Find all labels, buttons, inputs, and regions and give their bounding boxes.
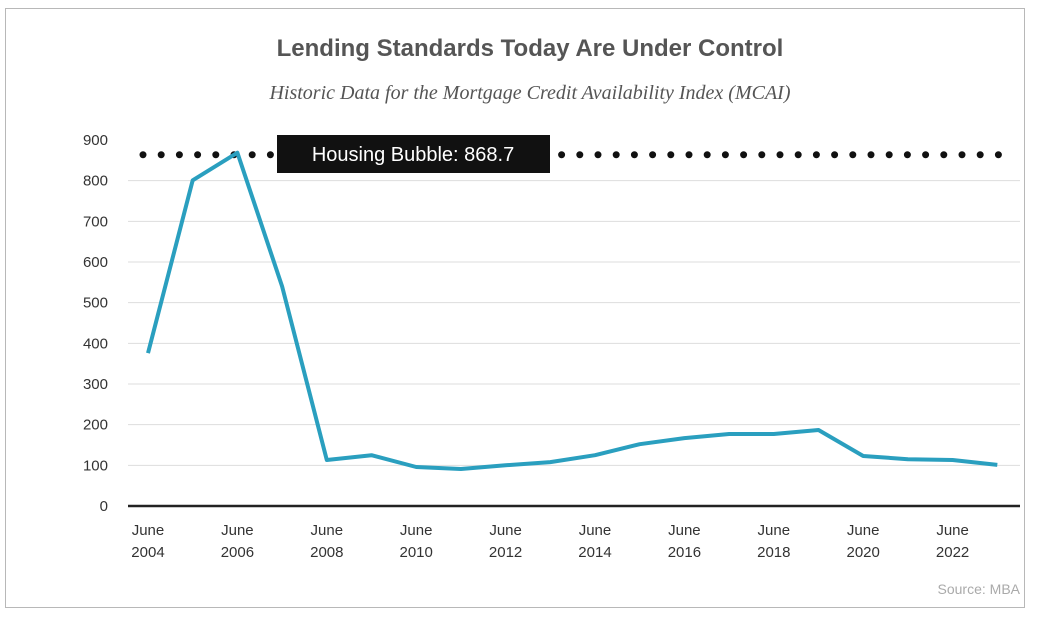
y-tick-label: 0: [100, 498, 108, 515]
annotation-box: [277, 135, 550, 173]
x-tick-label: 2010: [400, 544, 433, 561]
x-tick-label: 2012: [489, 544, 522, 561]
x-tick-label: June: [936, 522, 969, 539]
x-tick-label: 2006: [221, 544, 254, 561]
x-tick-label: June: [758, 522, 791, 539]
source-note: Source: MBA: [938, 581, 1021, 597]
annotation-label: Housing Bubble: 868.7: [312, 144, 514, 166]
x-tick-label: 2004: [131, 544, 164, 561]
x-tick-label: 2008: [310, 544, 343, 561]
x-tick-label: June: [400, 522, 433, 539]
y-tick-label: 900: [83, 132, 108, 149]
y-tick-label: 400: [83, 335, 108, 352]
mcai-series-line: [146, 150, 998, 471]
y-tick-label: 200: [83, 417, 108, 434]
x-tick-label: 2016: [668, 544, 701, 561]
y-tick-label: 300: [83, 376, 108, 393]
x-tick-label: June: [668, 522, 701, 539]
chart-title: Lending Standards Today Are Under Contro…: [277, 35, 784, 62]
x-tick-label: June: [579, 522, 612, 539]
y-tick-label: 600: [83, 254, 108, 271]
y-tick-label: 700: [83, 213, 108, 230]
x-tick-label: 2014: [578, 544, 611, 561]
x-tick-label: June: [132, 522, 165, 539]
x-tick-label: 2022: [936, 544, 969, 561]
y-tick-label: 800: [83, 173, 108, 190]
x-tick-label: June: [221, 522, 254, 539]
y-tick-label: 500: [83, 295, 108, 312]
x-tick-label: 2018: [757, 544, 790, 561]
chart-frame: [5, 8, 1025, 608]
x-tick-label: June: [489, 522, 522, 539]
chart-subtitle: Historic Data for the Mortgage Credit Av…: [268, 82, 790, 104]
x-tick-label: June: [847, 522, 880, 539]
x-tick-label: June: [311, 522, 344, 539]
x-tick-label: 2020: [847, 544, 880, 561]
y-tick-label: 100: [83, 457, 108, 474]
